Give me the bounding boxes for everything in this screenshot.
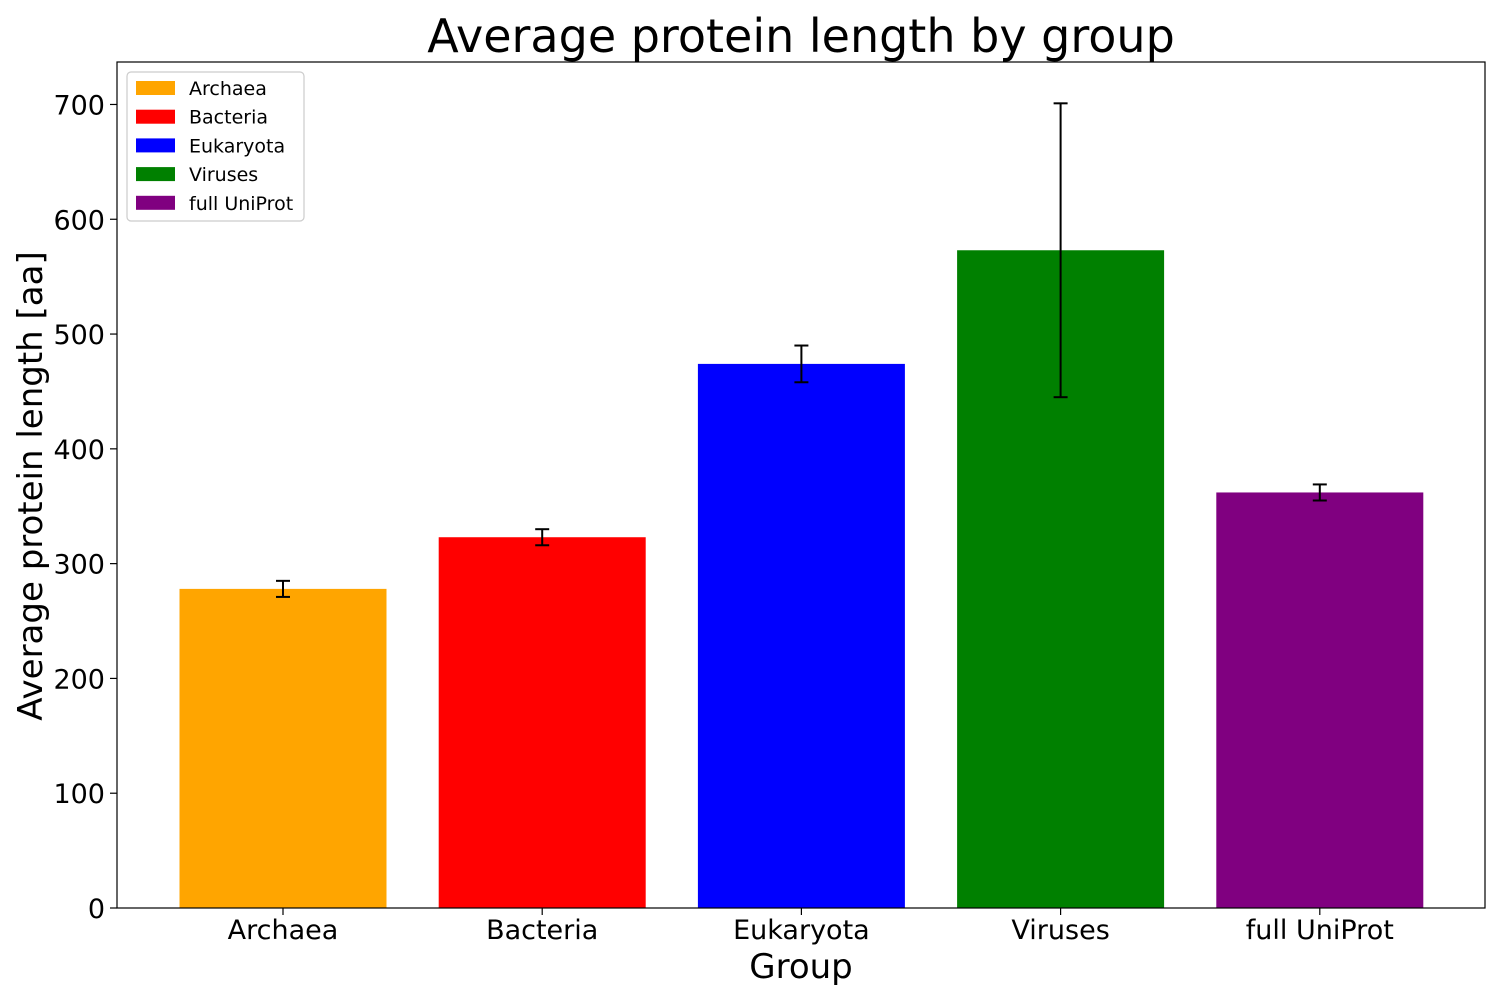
x-tick-label: Viruses: [1011, 915, 1109, 946]
legend-entry-label: Viruses: [189, 164, 258, 186]
y-tick-label: 400: [53, 435, 105, 466]
error-bars-layer: [276, 102, 1327, 598]
legend-swatch: [136, 195, 175, 210]
legend-box: [126, 71, 305, 222]
y-tick-label: 200: [53, 664, 105, 695]
bar: [179, 588, 387, 908]
legend-swatch: [136, 109, 175, 124]
legend-swatch: [136, 167, 175, 182]
x-axis-label: Group: [749, 947, 853, 987]
legend-entry-label: Bacteria: [189, 107, 268, 129]
legend-entry-label: Eukaryota: [189, 135, 285, 157]
chart-title: Average protein length by group: [427, 9, 1175, 63]
y-tick-label: 600: [53, 205, 105, 236]
y-axis: 0 100 200 300 400 500 600 700: [53, 90, 117, 925]
y-tick-label: 100: [53, 779, 105, 810]
legend-entry-label: full UniProt: [189, 193, 293, 215]
legend-swatch: [136, 138, 175, 153]
x-tick-label: Eukaryota: [733, 915, 870, 946]
legend-entry-label: Archaea: [189, 78, 267, 100]
y-axis-label: Average protein length [aa]: [11, 251, 51, 720]
bar: [1216, 492, 1424, 908]
legend: Archaea Bacteria Eukaryota Viruses full UniP…: [126, 71, 305, 222]
y-tick-label: 0: [88, 894, 105, 925]
y-tick-label: 700: [53, 90, 105, 121]
x-tick-label: Archaea: [228, 915, 339, 946]
legend-swatch: [136, 81, 175, 95]
x-axis: Archaea Bacteria Eukaryota Viruses full UniP…: [228, 908, 1394, 946]
x-tick-label: Bacteria: [486, 915, 598, 946]
y-tick-label: 300: [53, 550, 105, 581]
y-tick-label: 500: [53, 320, 105, 351]
x-tick-label: full UniProt: [1246, 915, 1394, 946]
bar: [438, 537, 646, 908]
bar: [697, 363, 905, 909]
